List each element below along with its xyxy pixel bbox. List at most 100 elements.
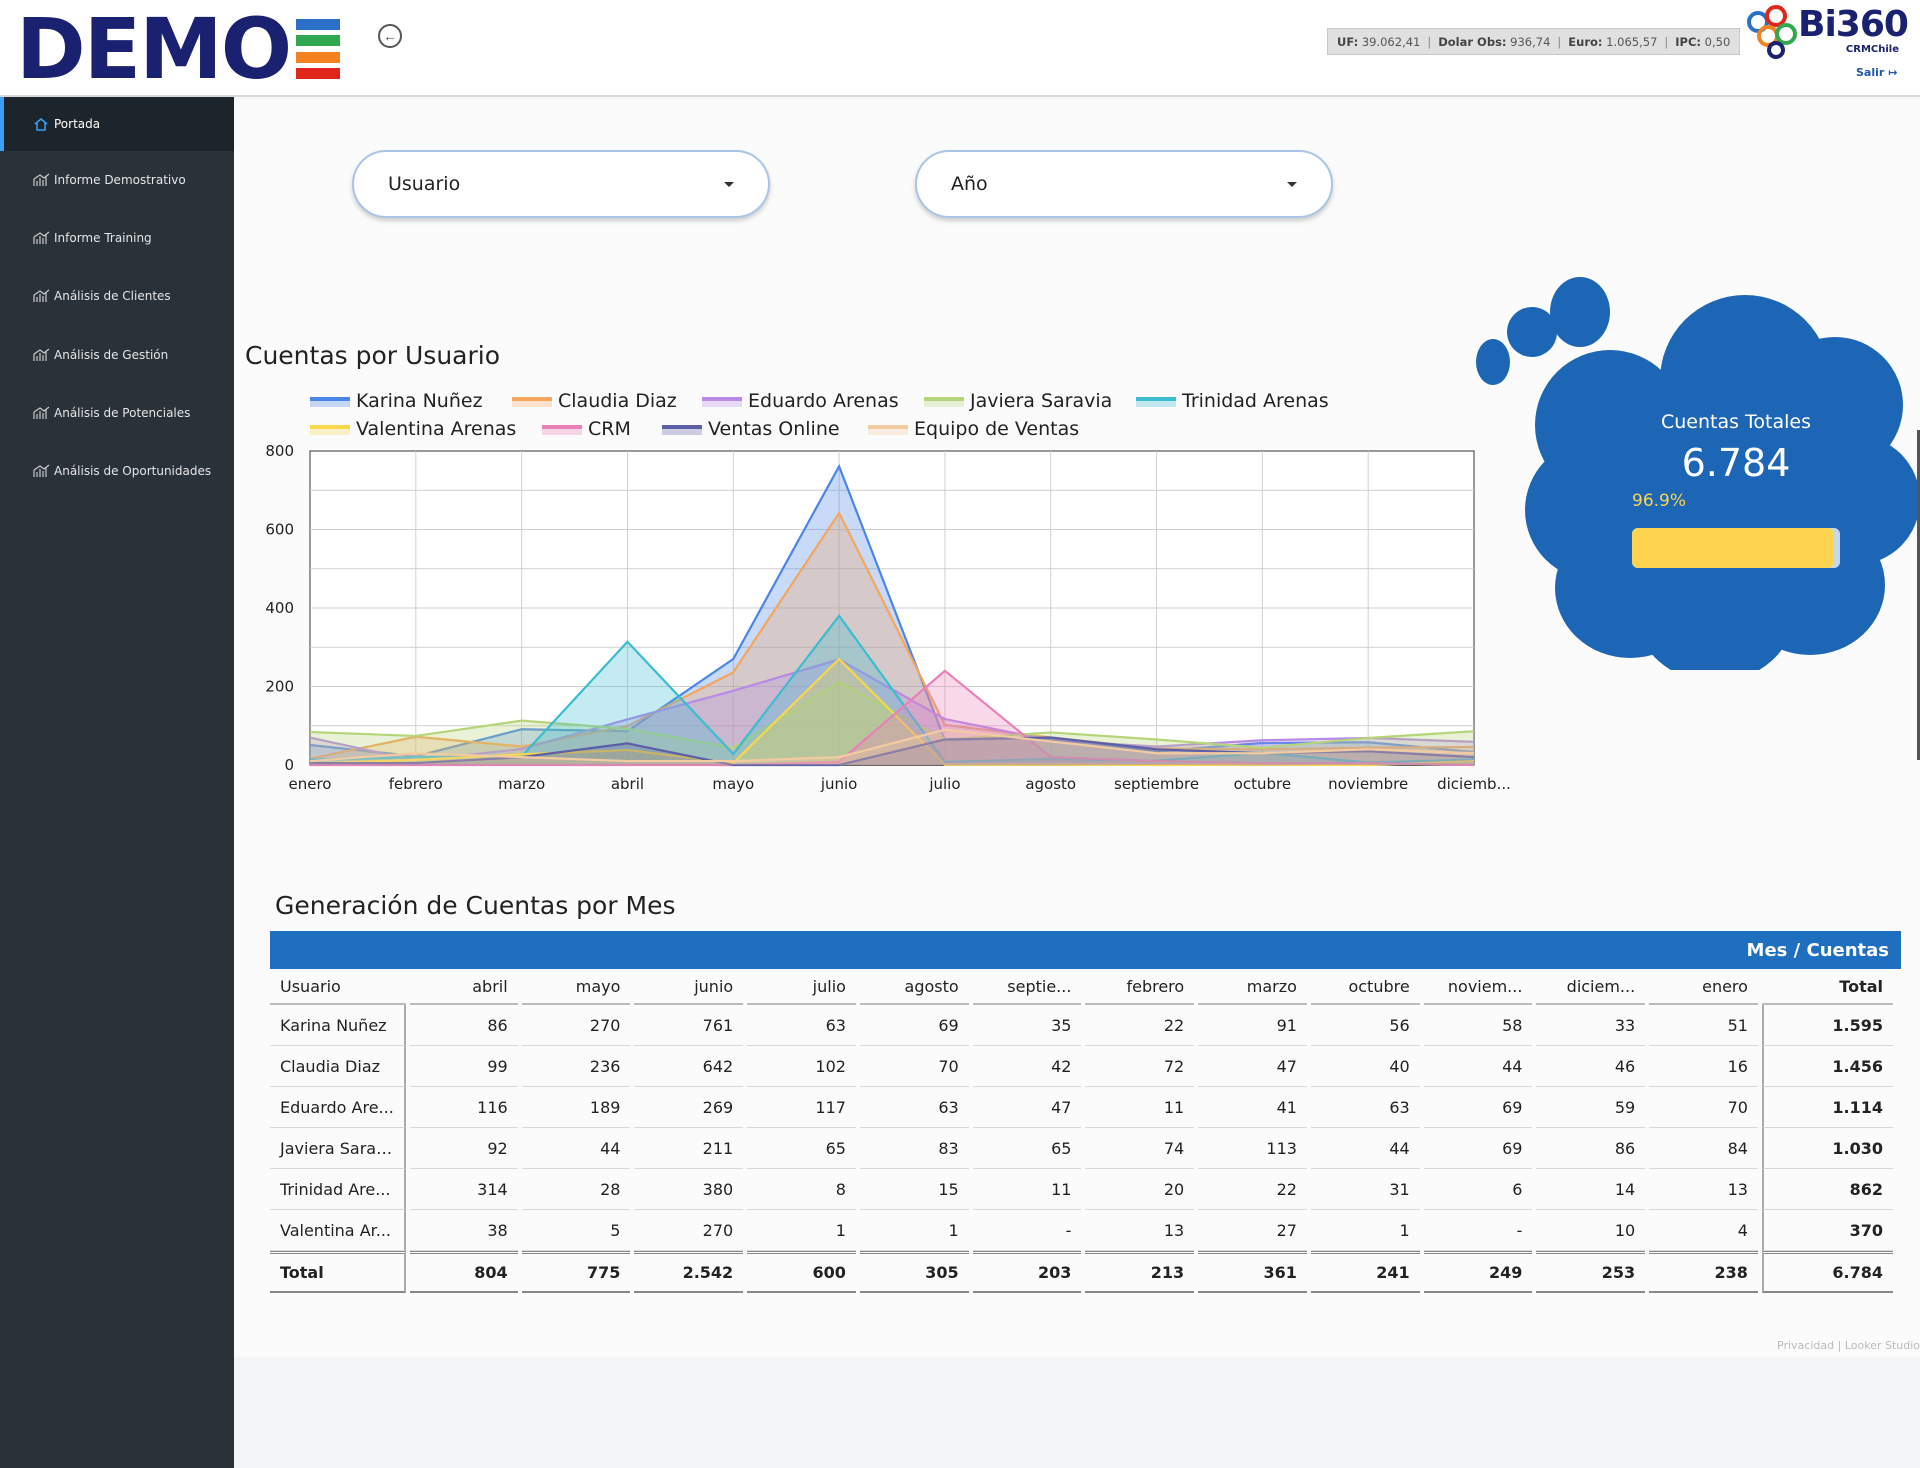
column-header[interactable]: enero [1649, 969, 1758, 1005]
x-tick-label: octubre [1234, 775, 1291, 793]
anio-filter-dropdown[interactable]: Año [915, 150, 1333, 218]
month-value-cell: 15 [859, 1169, 969, 1210]
column-header[interactable]: febrero [1085, 969, 1195, 1005]
month-value-cell: 69 [859, 1005, 969, 1046]
series-area [310, 729, 1474, 765]
logo-bar-red [296, 67, 341, 79]
sidebar-item-analisis-oportunidades[interactable]: Análisis de Oportunidades [0, 444, 234, 498]
logout-label: Salir [1856, 66, 1885, 79]
kpi-title: Cuentas Totales [1661, 411, 1811, 433]
sidebar-item-label: Análisis de Oportunidades [54, 464, 212, 478]
column-header[interactable]: Total [1761, 969, 1893, 1005]
series-area [310, 670, 1474, 765]
legend-swatch-fill [512, 401, 552, 407]
dolar-value: 936,74 [1510, 34, 1551, 49]
month-value-cell: 42 [972, 1046, 1082, 1087]
column-header[interactable]: agosto [859, 969, 969, 1005]
sidebar-item-informe-demostrativo[interactable]: Informe Demostrativo [0, 153, 234, 207]
column-header[interactable]: octubre [1310, 969, 1420, 1005]
legend-swatch [702, 397, 742, 401]
legend-label: Claudia Diaz [558, 390, 677, 412]
privacy-link[interactable]: Privacidad [1777, 1339, 1835, 1352]
column-header[interactable]: septie... [972, 969, 1082, 1005]
column-header[interactable]: junio [634, 969, 744, 1005]
month-value-cell: 86 [409, 1005, 518, 1046]
collapse-sidebar-button[interactable]: ← [378, 24, 402, 48]
column-header[interactable]: abril [409, 969, 518, 1005]
footer-links: Privacidad | Looker Studio [1777, 1339, 1920, 1352]
column-total-cell: 6.784 [1761, 1251, 1893, 1293]
month-value-cell: 41 [1198, 1087, 1307, 1128]
month-value-cell: 44 [1310, 1128, 1420, 1169]
month-value-cell: 117 [747, 1087, 856, 1128]
month-value-cell: 102 [747, 1046, 856, 1087]
month-value-cell: 314 [409, 1169, 518, 1210]
ipc-value: 0,50 [1704, 34, 1731, 49]
month-value-cell: 38 [409, 1210, 518, 1251]
column-header[interactable]: noviem... [1423, 969, 1533, 1005]
x-tick-label: marzo [498, 775, 545, 793]
month-value-cell: 20 [1085, 1169, 1195, 1210]
legend-swatch-fill [702, 401, 742, 407]
month-value-cell: 116 [409, 1087, 518, 1128]
logo-bar-blue [296, 19, 341, 30]
demo-logo[interactable]: DEMO [16, 7, 341, 91]
legend-swatch-fill [868, 429, 908, 435]
looker-studio-link[interactable]: Looker Studio [1844, 1339, 1920, 1352]
month-value-cell: 13 [1649, 1169, 1758, 1210]
month-value-cell: 22 [1198, 1169, 1307, 1210]
month-value-cell: 46 [1536, 1046, 1646, 1087]
sidebar: Portada Informe Demostrativo Informe Tra… [0, 97, 234, 1468]
column-header[interactable]: Usuario [270, 969, 406, 1005]
x-tick-label: junio [820, 775, 858, 793]
column-total-cell: 804 [409, 1251, 518, 1293]
month-value-cell: 69 [1423, 1087, 1533, 1128]
legend-swatch-fill [1136, 401, 1176, 407]
series-area [310, 737, 1474, 765]
row-total-cell: 1.030 [1761, 1128, 1893, 1169]
legend-swatch [662, 425, 702, 429]
month-value-cell: 65 [747, 1128, 856, 1169]
column-header[interactable]: mayo [521, 969, 631, 1005]
sidebar-item-label: Análisis de Gestión [54, 348, 169, 362]
month-value-cell: 58 [1423, 1005, 1533, 1046]
month-value-cell: 22 [1085, 1005, 1195, 1046]
month-value-cell: 69 [1423, 1128, 1533, 1169]
month-value-cell: 35 [972, 1005, 1082, 1046]
sidebar-item-label: Informe Training [54, 231, 152, 245]
column-header[interactable]: julio [747, 969, 856, 1005]
caret-down-icon [1287, 182, 1297, 187]
cuentas-por-usuario-chart: 0 200 400 600 800 enero febrero marzo abril mayo j… [265, 390, 1511, 793]
column-total-cell: 203 [972, 1251, 1082, 1293]
cloud-shape [1476, 277, 1920, 670]
logout-link[interactable]: Salir ↦ [1856, 66, 1897, 79]
month-value-cell: 63 [747, 1005, 856, 1046]
column-header[interactable]: diciem... [1536, 969, 1646, 1005]
chart-icon [33, 173, 51, 187]
separator: | [1664, 34, 1669, 49]
sidebar-item-informe-training[interactable]: Informe Training [0, 211, 234, 265]
month-value-cell: 380 [634, 1169, 744, 1210]
row-total-cell: 862 [1761, 1169, 1893, 1210]
sidebar-item-analisis-potenciales[interactable]: Análisis de Potenciales [0, 386, 234, 440]
kpi-target: 7.000 [1798, 579, 1832, 593]
x-tick-label: febrero [389, 775, 443, 793]
x-tick-label: abril [611, 775, 644, 793]
column-header[interactable]: marzo [1198, 969, 1307, 1005]
sidebar-item-analisis-clientes[interactable]: Análisis de Clientes [0, 269, 234, 323]
month-value-cell: 211 [634, 1128, 744, 1169]
usuario-filter-dropdown[interactable]: Usuario [352, 150, 770, 218]
logo-color-bars [296, 19, 341, 79]
row-total-cell: 1.595 [1761, 1005, 1893, 1046]
legend-label: Javiera Saravia [969, 390, 1112, 412]
legend-swatch [924, 397, 964, 401]
legend-label: Eduardo Arenas [748, 390, 899, 412]
column-total-cell: 238 [1649, 1251, 1758, 1293]
y-tick-label: 800 [265, 442, 294, 460]
series-line [310, 669, 1475, 767]
month-value-cell: 13 [1085, 1210, 1195, 1251]
sidebar-item-analisis-gestion[interactable]: Análisis de Gestión [0, 328, 234, 382]
sidebar-item-portada[interactable]: Portada [0, 97, 234, 151]
x-tick-label: enero [289, 775, 332, 793]
scrollbar[interactable] [1917, 430, 1920, 760]
